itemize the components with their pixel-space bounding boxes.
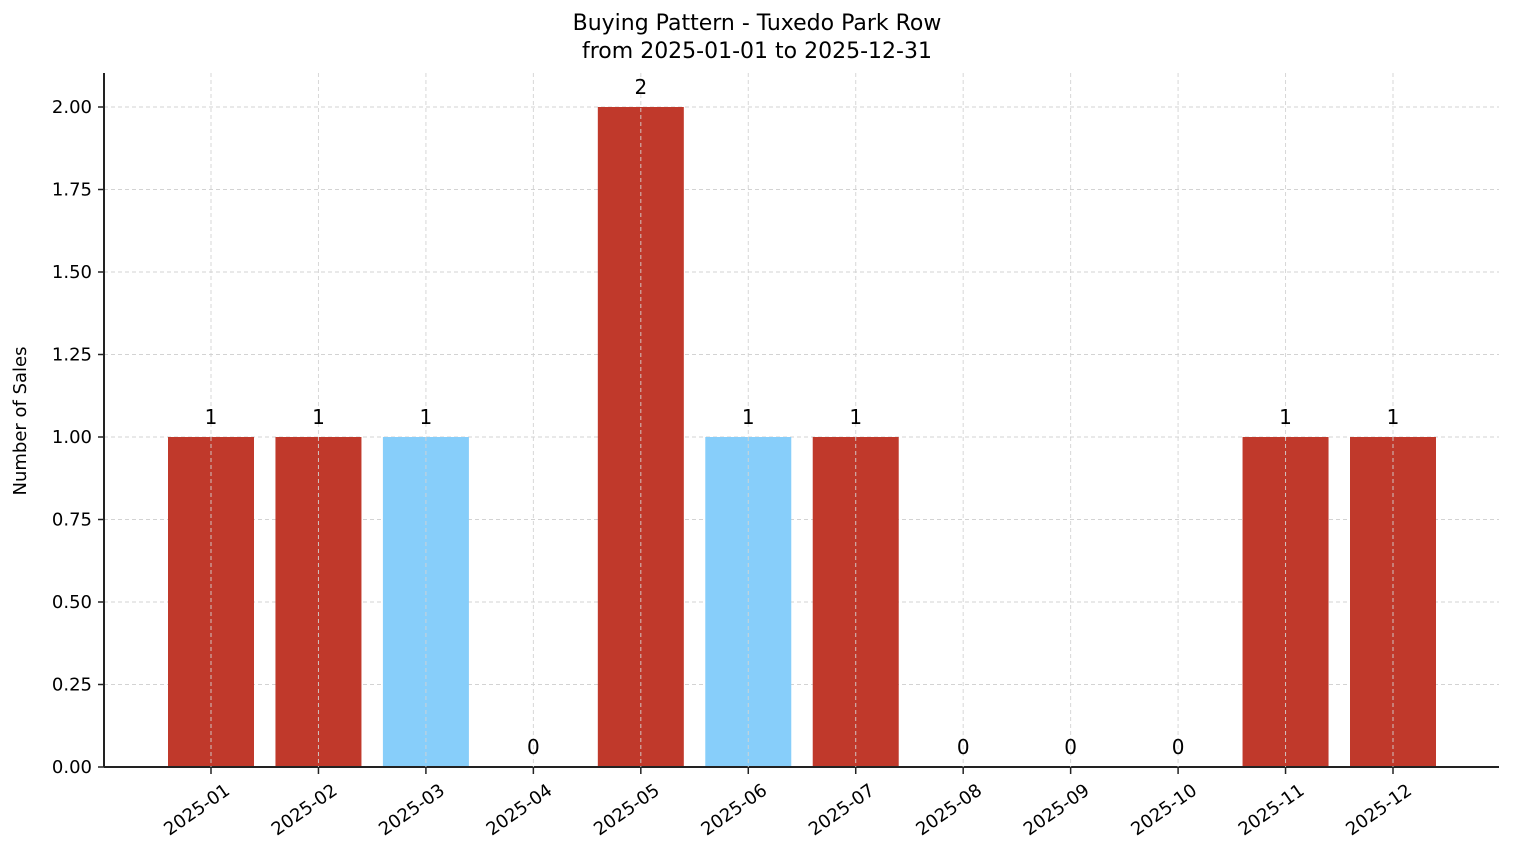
bars: [168, 107, 1436, 767]
chart-title: Buying Pattern - Tuxedo Park Row: [572, 11, 942, 36]
y-tick-label: 0.75: [52, 510, 92, 531]
y-tick-label: 0.25: [52, 675, 92, 696]
chart-subtitle: from 2025-01-01 to 2025-12-31: [582, 39, 932, 64]
data-label: 1: [1279, 405, 1292, 429]
data-label: 2: [634, 75, 647, 99]
x-tick-label: 2025-01: [160, 780, 234, 840]
x-tick-label: 2025-06: [697, 780, 771, 840]
y-tick-label: 1.25: [52, 345, 92, 366]
chart-title-block: Buying Pattern - Tuxedo Park Row from 20…: [0, 10, 1514, 66]
x-tick-label: 2025-10: [1127, 780, 1201, 840]
x-tick-label: 2025-09: [1020, 780, 1094, 840]
data-label: 0: [1172, 735, 1185, 759]
data-label: 1: [420, 405, 433, 429]
y-tick-label: 0.00: [52, 757, 92, 778]
data-label: 1: [849, 405, 862, 429]
x-tick-label: 2025-08: [912, 780, 986, 840]
x-tick-label: 2025-12: [1342, 780, 1416, 840]
y-tick-label: 0.50: [52, 592, 92, 613]
data-label: 1: [205, 405, 218, 429]
y-tick-label: 1.75: [52, 180, 92, 201]
y-tick-label: 1.50: [52, 262, 92, 283]
x-tick-label: 2025-11: [1235, 780, 1309, 840]
data-label: 1: [742, 405, 755, 429]
y-tick-label: 2.00: [52, 97, 92, 118]
data-label: 0: [1064, 735, 1077, 759]
x-tick-label: 2025-03: [375, 780, 449, 840]
data-label: 0: [957, 735, 970, 759]
x-tick-label: 2025-02: [268, 780, 342, 840]
x-tick-label: 2025-05: [590, 780, 664, 840]
data-label: 0: [527, 735, 540, 759]
x-tick-label: 2025-04: [483, 780, 557, 840]
y-tick-label: 1.00: [52, 427, 92, 448]
x-tick-label: 2025-07: [805, 780, 879, 840]
data-labels: 1 1 1 0 2 1 1 0 0 0 1 1: [205, 73, 1400, 767]
data-label: 1: [1387, 405, 1400, 429]
data-label: 1: [312, 405, 325, 429]
